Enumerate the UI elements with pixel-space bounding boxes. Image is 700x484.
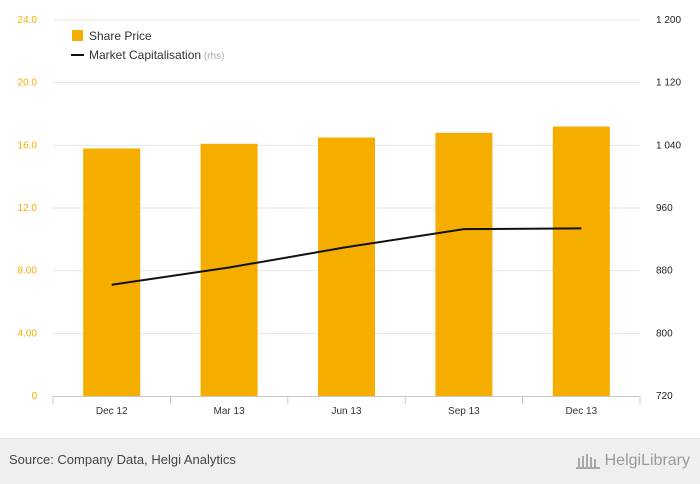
x-tick-label: Jun 13 (331, 406, 361, 417)
legend-label-market-cap: Market Capitalisation (rhs) (89, 48, 224, 62)
y-right-tick-label: 880 (656, 266, 673, 277)
share-price-bar (318, 137, 375, 396)
helgi-library-logo[interactable]: HelgiLibrary (575, 450, 690, 472)
y-left-tick-label: 8.00 (18, 266, 38, 277)
legend-rhs-note: (rhs) (201, 51, 224, 62)
y-right-tick-label: 1 120 (656, 78, 681, 89)
y-right-tick-label: 1 040 (656, 140, 681, 151)
logo-text: HelgiLibrary (604, 452, 690, 469)
chart-svg: 0 720 4.00 800 8.00 880 12.0 960 16.0 1 040 20.0 1 … (18, 15, 682, 417)
library-building-icon (575, 454, 600, 469)
source-note: Source: Company Data, Helgi Analytics (9, 452, 236, 467)
y-right-tick-label: 800 (656, 328, 673, 339)
legend-label-share-price: Share Price (89, 29, 152, 43)
y-right-tick-label: 960 (656, 203, 673, 214)
y-left-tick-label: 20.0 (18, 78, 38, 89)
share-price-bar (435, 132, 493, 397)
legend-label-market-cap-name: Market Capitalisation (89, 48, 201, 62)
x-tick-label: Dec 13 (565, 406, 597, 417)
x-tick-label: Sep 13 (448, 406, 480, 417)
market-cap-line (111, 227, 582, 286)
legend-swatch-share-price (72, 30, 83, 41)
share-price-bar (552, 126, 610, 397)
y-left-tick-label: 12.0 (18, 203, 38, 214)
chart-footer: Source: Company Data, Helgi Analytics He… (0, 438, 700, 484)
y-left-tick-label: 24.0 (18, 15, 38, 26)
x-tick-label: Mar 13 (214, 406, 246, 417)
y-right-tick-label: 720 (656, 391, 673, 402)
y-right-tick-label: 1 200 (656, 15, 681, 26)
y-left-tick-label: 16.0 (18, 140, 38, 151)
share-price-bar (83, 148, 141, 396)
y-left-tick-label: 0 (31, 391, 37, 402)
x-tick-label: Dec 12 (96, 406, 128, 417)
y-left-tick-label: 4.00 (18, 328, 38, 339)
